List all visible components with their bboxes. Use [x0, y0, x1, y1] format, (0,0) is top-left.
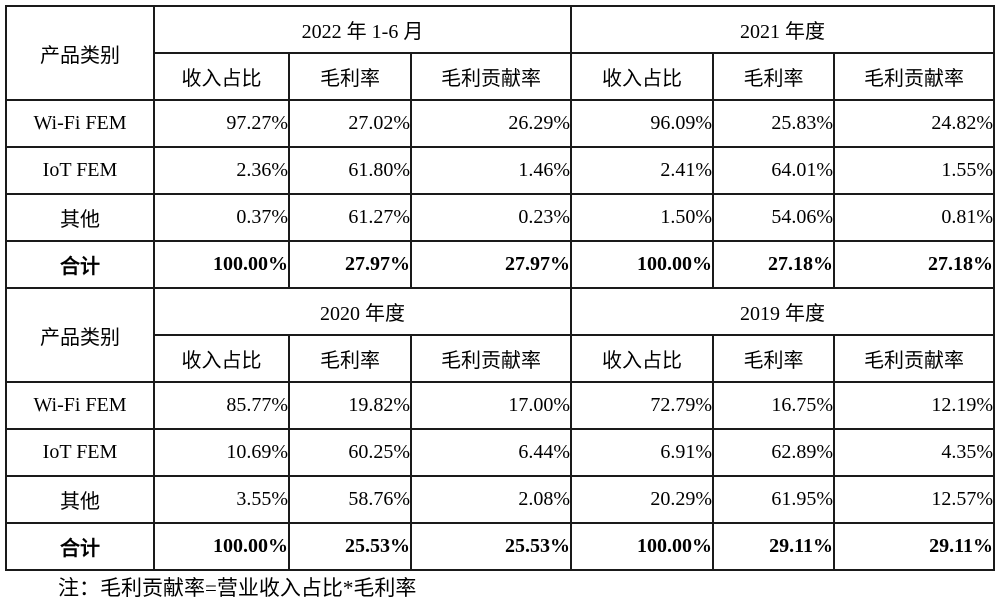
cell-value: 64.01%	[712, 146, 836, 195]
cell-value: 20.29%	[570, 475, 715, 524]
cell-value: 27.97%	[409, 240, 573, 289]
cell-value: 0.23%	[409, 193, 573, 242]
col-header-gross-margin: 毛利率	[712, 52, 836, 101]
col-header-revenue-share: 收入占比	[153, 52, 290, 101]
col-header-revenue-share: 收入占比	[153, 334, 290, 383]
cell-value: 58.76%	[288, 475, 412, 524]
cell-value: 96.09%	[570, 99, 715, 148]
cell-value: 27.97%	[288, 240, 412, 289]
cell-value: 2.41%	[570, 146, 715, 195]
period-header-2020: 2020 年度	[152, 287, 573, 336]
cell-value: 12.57%	[833, 475, 996, 524]
cell-value: 100.00%	[153, 522, 290, 571]
cell-value: 24.82%	[833, 99, 996, 148]
cell-value: 27.18%	[712, 240, 836, 289]
col-header-margin-contribution: 毛利贡献率	[409, 52, 573, 101]
cell-value: 54.06%	[712, 193, 836, 242]
cell-value: 1.55%	[833, 146, 996, 195]
cell-value: 4.35%	[833, 428, 996, 477]
cell-value: 85.77%	[153, 381, 290, 430]
cell-value: 2.36%	[153, 146, 290, 195]
col-header-margin-contribution: 毛利贡献率	[409, 334, 573, 383]
cell-value: 25.53%	[288, 522, 412, 571]
product-category-header: 产品类别	[5, 287, 155, 383]
cell-value: 26.29%	[409, 99, 573, 148]
gross-margin-table: 产品类别 2022 年 1-6 月 2021 年度 收入占比 毛利率 毛利贡献率…	[5, 5, 996, 571]
table-row: IoT FEM 10.69% 60.25% 6.44% 6.91% 62.89%…	[5, 428, 996, 477]
cell-value: 1.46%	[409, 146, 573, 195]
cell-value: 72.79%	[570, 381, 715, 430]
period-header-2021: 2021 年度	[570, 5, 996, 54]
cell-value: 6.44%	[409, 428, 573, 477]
cell-value: 29.11%	[712, 522, 836, 571]
cell-value: 1.50%	[570, 193, 715, 242]
product-category-header: 产品类别	[5, 5, 155, 101]
cell-value: 29.11%	[833, 522, 996, 571]
cell-value: 61.80%	[288, 146, 412, 195]
cell-value: 100.00%	[570, 240, 715, 289]
table-row: 其他 0.37% 61.27% 0.23% 1.50% 54.06% 0.81%	[5, 193, 996, 242]
col-header-gross-margin: 毛利率	[288, 52, 412, 101]
table-row: 其他 3.55% 58.76% 2.08% 20.29% 61.95% 12.5…	[5, 475, 996, 524]
cell-value: 100.00%	[153, 240, 290, 289]
cell-value: 10.69%	[153, 428, 290, 477]
row-label: 合计	[5, 522, 155, 571]
row-label: 其他	[5, 193, 155, 242]
cell-value: 27.18%	[833, 240, 996, 289]
row-label: IoT FEM	[5, 146, 155, 195]
cell-value: 17.00%	[409, 381, 573, 430]
table-row: Wi-Fi FEM 85.77% 19.82% 17.00% 72.79% 16…	[5, 381, 996, 430]
col-header-margin-contribution: 毛利贡献率	[833, 334, 996, 383]
cell-value: 12.19%	[833, 381, 996, 430]
cell-value: 27.02%	[288, 99, 412, 148]
col-header-gross-margin: 毛利率	[288, 334, 412, 383]
table-row: IoT FEM 2.36% 61.80% 1.46% 2.41% 64.01% …	[5, 146, 996, 195]
row-label: 其他	[5, 475, 155, 524]
period-header-2019: 2019 年度	[570, 287, 996, 336]
cell-value: 61.27%	[288, 193, 412, 242]
col-header-gross-margin: 毛利率	[712, 334, 836, 383]
row-label: 合计	[5, 240, 155, 289]
cell-value: 2.08%	[409, 475, 573, 524]
table-row-total: 合计 100.00% 25.53% 25.53% 100.00% 29.11% …	[5, 522, 996, 571]
cell-value: 25.53%	[409, 522, 573, 571]
row-label: IoT FEM	[5, 428, 155, 477]
cell-value: 0.81%	[833, 193, 996, 242]
period-header-2022h1: 2022 年 1-6 月	[152, 5, 573, 54]
col-header-revenue-share: 收入占比	[570, 52, 715, 101]
cell-value: 0.37%	[153, 193, 290, 242]
cell-value: 61.95%	[712, 475, 836, 524]
table-row-total: 合计 100.00% 27.97% 27.97% 100.00% 27.18% …	[5, 240, 996, 289]
cell-value: 97.27%	[153, 99, 290, 148]
col-header-margin-contribution: 毛利贡献率	[833, 52, 996, 101]
cell-value: 3.55%	[153, 475, 290, 524]
cell-value: 16.75%	[712, 381, 836, 430]
col-header-revenue-share: 收入占比	[570, 334, 715, 383]
cell-value: 19.82%	[288, 381, 412, 430]
row-label: Wi-Fi FEM	[5, 381, 155, 430]
cell-value: 25.83%	[712, 99, 836, 148]
footnote: 注：毛利贡献率=营业收入占比*毛利率	[58, 576, 417, 600]
table-row: Wi-Fi FEM 97.27% 27.02% 26.29% 96.09% 25…	[5, 99, 996, 148]
cell-value: 60.25%	[288, 428, 412, 477]
cell-value: 6.91%	[570, 428, 715, 477]
row-label: Wi-Fi FEM	[5, 99, 155, 148]
cell-value: 100.00%	[570, 522, 715, 571]
cell-value: 62.89%	[712, 428, 836, 477]
